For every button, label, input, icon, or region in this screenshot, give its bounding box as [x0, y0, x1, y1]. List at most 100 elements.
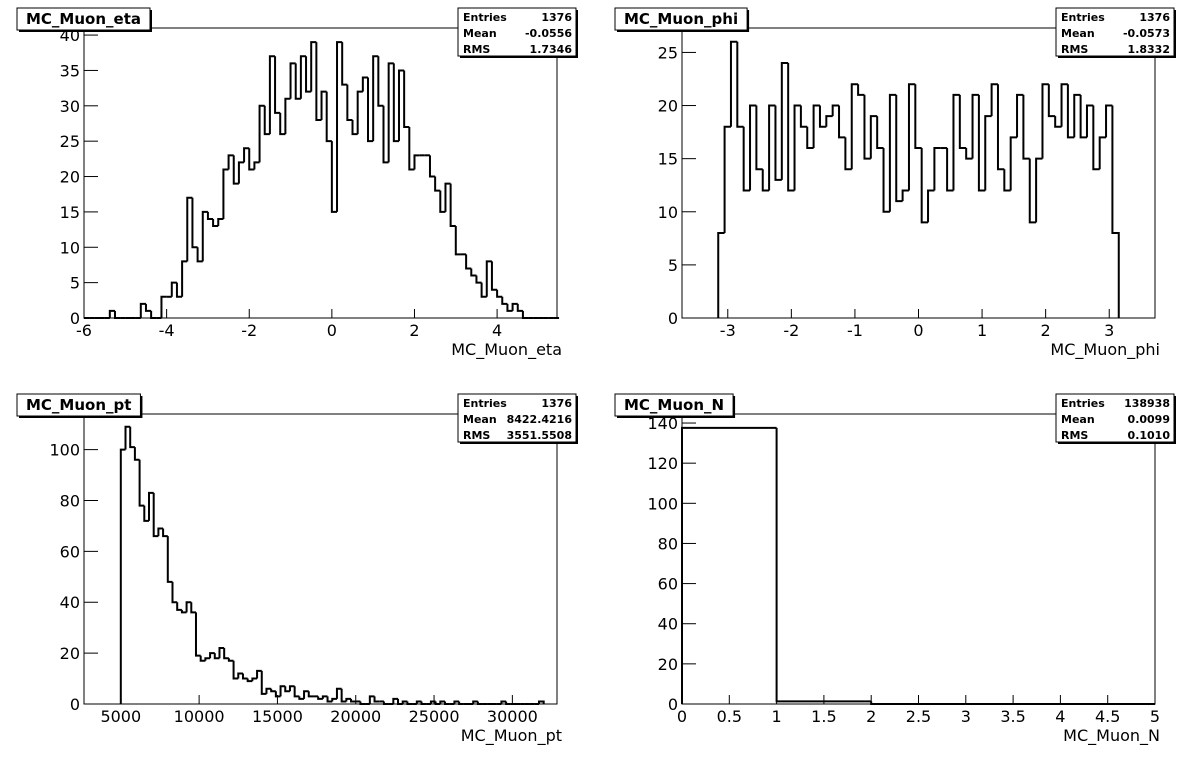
- histogram-bin: [180, 609, 187, 614]
- histogram-bin: [248, 148, 255, 171]
- histogram-bin: [927, 189, 935, 223]
- histogram-bin: [1098, 136, 1107, 170]
- histogram-bin: [307, 691, 314, 698]
- histogram-bin: [368, 695, 375, 704]
- histogram-bin: [465, 254, 472, 270]
- x-tick-label: 30000: [487, 707, 538, 726]
- histogram-bin: [516, 303, 523, 312]
- stats-name: Entries: [463, 397, 507, 410]
- histogram-bin: [170, 281, 177, 297]
- y-tick-label: 15: [60, 203, 80, 222]
- histogram-bin: [356, 90, 363, 135]
- histogram-bin: [217, 217, 224, 227]
- histogram-bin: [1111, 105, 1120, 318]
- histogram-bin: [812, 104, 820, 149]
- histogram-bin: [1066, 84, 1075, 139]
- histogram-bin: [113, 310, 121, 319]
- histogram-bin: [1003, 169, 1011, 192]
- histogram-bin: [681, 426, 777, 704]
- histogram-bin: [870, 701, 966, 705]
- x-tick-label: 4: [492, 321, 502, 340]
- y-tick-label: 0: [668, 695, 678, 714]
- histogram-bin: [857, 84, 865, 96]
- y-tick-label: 20: [658, 655, 678, 674]
- histogram-bin: [171, 581, 178, 604]
- histogram-bin: [150, 310, 157, 319]
- histogram-bin: [413, 154, 420, 170]
- histogram-bin: [157, 527, 164, 537]
- histogram-bin: [403, 70, 410, 129]
- histogram-bin: [429, 700, 436, 704]
- histogram-bin: [284, 686, 290, 693]
- title-box: MC_Muon_eta: [16, 7, 152, 32]
- histogram-bin: [882, 148, 890, 213]
- histogram-bin: [485, 260, 492, 297]
- stats-value: 1.7346: [530, 43, 573, 56]
- histogram-bin: [415, 700, 422, 704]
- histogram-bin: [190, 602, 196, 614]
- histogram-bin: [186, 196, 193, 262]
- histogram-bin: [204, 657, 211, 661]
- y-tick-label: 20: [60, 644, 80, 663]
- y-tick-label: 15: [658, 150, 678, 169]
- histogram-bin: [336, 41, 343, 212]
- chart-title: MC_Muon_N: [624, 396, 724, 414]
- x-tick-label: 25000: [409, 707, 460, 726]
- histogram-bin: [119, 448, 126, 704]
- histogram-bin: [717, 232, 725, 318]
- x-tick-label: -1: [847, 321, 863, 340]
- x-tick-label: 2: [409, 321, 419, 340]
- histogram-bin: [320, 90, 327, 120]
- histogram-bin: [351, 119, 358, 136]
- histogram-bin: [246, 678, 253, 683]
- histogram-bin: [152, 492, 159, 538]
- histogram-bin: [256, 669, 262, 679]
- stats-name: RMS: [463, 429, 490, 442]
- x-tick-label: 20000: [330, 707, 381, 726]
- histogram-bin: [406, 701, 413, 705]
- histogram-bin: [454, 226, 461, 256]
- histogram-bin: [232, 155, 239, 185]
- pad: 0 0.5 1 1.5 2 2.5 3 3.5 4 4.5 5020406080100120140M…: [614, 393, 1176, 746]
- histogram-bin: [392, 697, 399, 704]
- x-tick-label: 10000: [174, 707, 225, 726]
- histogram-bin: [1022, 94, 1030, 160]
- histogram-bin: [755, 105, 763, 171]
- stats-name: RMS: [463, 43, 490, 56]
- histogram-bin: [251, 677, 258, 682]
- histogram-bin: [901, 189, 909, 202]
- stats-value: 0.0099: [1128, 413, 1170, 426]
- histogram-bin: [397, 69, 405, 142]
- y-tick-label: 60: [658, 575, 678, 594]
- histogram-bin: [449, 183, 456, 228]
- histogram-bin: [774, 105, 782, 181]
- x-tick-label: 5: [1150, 707, 1160, 726]
- histogram-bin: [1016, 93, 1024, 138]
- stats-value: -0.0556: [525, 27, 572, 40]
- x-tick-label: -6: [76, 321, 92, 340]
- histogram-bin: [298, 696, 305, 700]
- histogram-bin: [279, 112, 286, 136]
- histogram-bin: [920, 148, 929, 224]
- stats-value: 3551.5508: [507, 429, 572, 442]
- pad: -6 -4 -2 0 2 40510152025303540MC_Muon_etaMC_M…: [16, 7, 578, 360]
- histogram-bin: [1035, 157, 1043, 223]
- histogram-bin: [237, 672, 243, 679]
- stats-box: Entries 1376 Mean -0.0573 RMS 1.8332: [1055, 7, 1176, 58]
- histogram-bin: [382, 105, 389, 164]
- histogram-bin: [382, 701, 389, 705]
- histogram-bin: [147, 491, 154, 521]
- histogram-bin: [793, 104, 801, 191]
- y-tick-label: 35: [60, 61, 80, 80]
- histogram-bin: [736, 41, 744, 128]
- histogram-bin: [341, 42, 348, 86]
- histogram-bin: [537, 700, 545, 704]
- histogram-bin: [475, 275, 482, 284]
- x-tick-label: -2: [783, 321, 799, 340]
- x-tick-label: -3: [720, 321, 736, 340]
- stats-name: Entries: [463, 11, 507, 24]
- histogram-bin: [500, 700, 507, 704]
